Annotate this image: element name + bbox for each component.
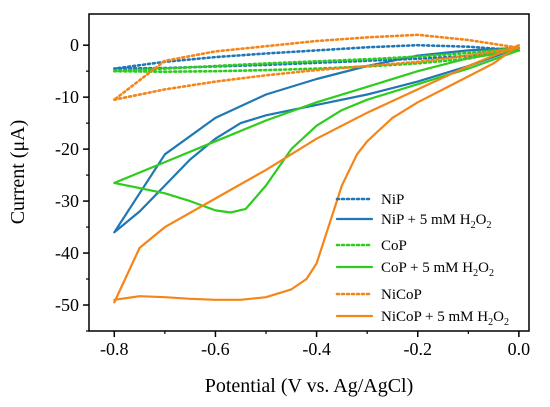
legend-label-6: NiCoP + 5 mM H2O2: [381, 309, 509, 328]
y-tick-label: -20: [55, 139, 79, 159]
series-line-4: [113, 49, 521, 214]
x-tick-label: -0.8: [100, 339, 129, 359]
legend-label-5: NiCoP: [381, 287, 422, 303]
legend-label-3: CoP: [381, 238, 407, 254]
y-axis-title: Current (μA): [7, 120, 29, 225]
legend-label-1: NiP: [381, 192, 404, 208]
series-line-2: [113, 46, 521, 234]
legend-label-4: CoP + 5 mM H2O2: [381, 260, 494, 279]
legend: NiP NiP + 5 mM H2O2 CoP CoP + 5 mM H2O2 NiCo…: [335, 192, 509, 328]
x-axis-title: Potential (V vs. Ag/AgCl): [205, 375, 414, 397]
y-tick-label: -50: [55, 295, 79, 315]
x-tick-label: -0.2: [403, 339, 432, 359]
series-layer: [113, 33, 521, 304]
x-tick-label: 0.0: [508, 339, 531, 359]
y-tick-label: -30: [55, 191, 79, 211]
y-tick-label: -40: [55, 243, 79, 263]
ticks-layer: -0.8 -0.6 -0.4 -0.2 0.0 0 -10 -20 -30 -40 -50: [55, 35, 530, 359]
series-line-5: [113, 33, 521, 101]
plot-frame: [88, 13, 530, 332]
y-tick-label: 0: [70, 35, 79, 55]
x-tick-label: -0.6: [201, 339, 230, 359]
x-tick-label: -0.4: [302, 339, 331, 359]
legend-label-2: NiP + 5 mM H2O2: [381, 212, 491, 231]
series-line-6: [113, 44, 521, 304]
y-tick-label: -10: [55, 87, 79, 107]
